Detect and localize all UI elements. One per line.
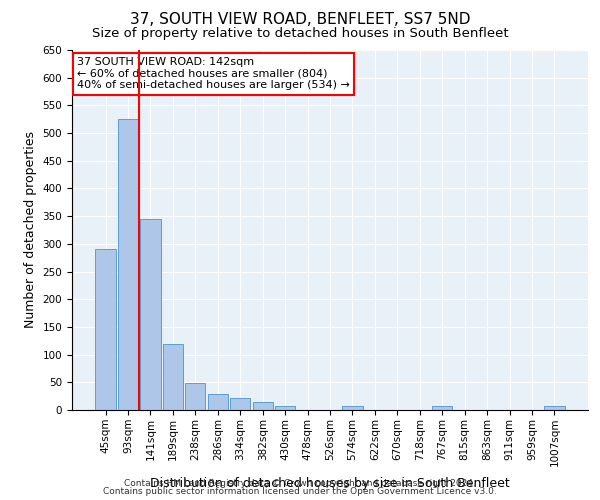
Bar [275,406,295,410]
Bar [95,250,116,410]
Bar [163,344,183,410]
Bar [185,384,205,410]
Text: Contains HM Land Registry data © Crown copyright and database right 2024.: Contains HM Land Registry data © Crown c… [124,478,476,488]
Text: 37, SOUTH VIEW ROAD, BENFLEET, SS7 5ND: 37, SOUTH VIEW ROAD, BENFLEET, SS7 5ND [130,12,470,28]
Bar [432,406,452,410]
Bar [544,406,565,410]
Text: 37 SOUTH VIEW ROAD: 142sqm
← 60% of detached houses are smaller (804)
40% of sem: 37 SOUTH VIEW ROAD: 142sqm ← 60% of deta… [77,57,350,90]
Bar [230,398,250,410]
Bar [253,402,273,410]
Y-axis label: Number of detached properties: Number of detached properties [24,132,37,328]
Text: Contains public sector information licensed under the Open Government Licence v3: Contains public sector information licen… [103,487,497,496]
Text: Size of property relative to detached houses in South Benfleet: Size of property relative to detached ho… [92,28,508,40]
Bar [208,394,228,410]
X-axis label: Distribution of detached houses by size in South Benfleet: Distribution of detached houses by size … [150,477,510,490]
Bar [140,219,161,410]
Bar [118,119,138,410]
Bar [343,406,362,410]
